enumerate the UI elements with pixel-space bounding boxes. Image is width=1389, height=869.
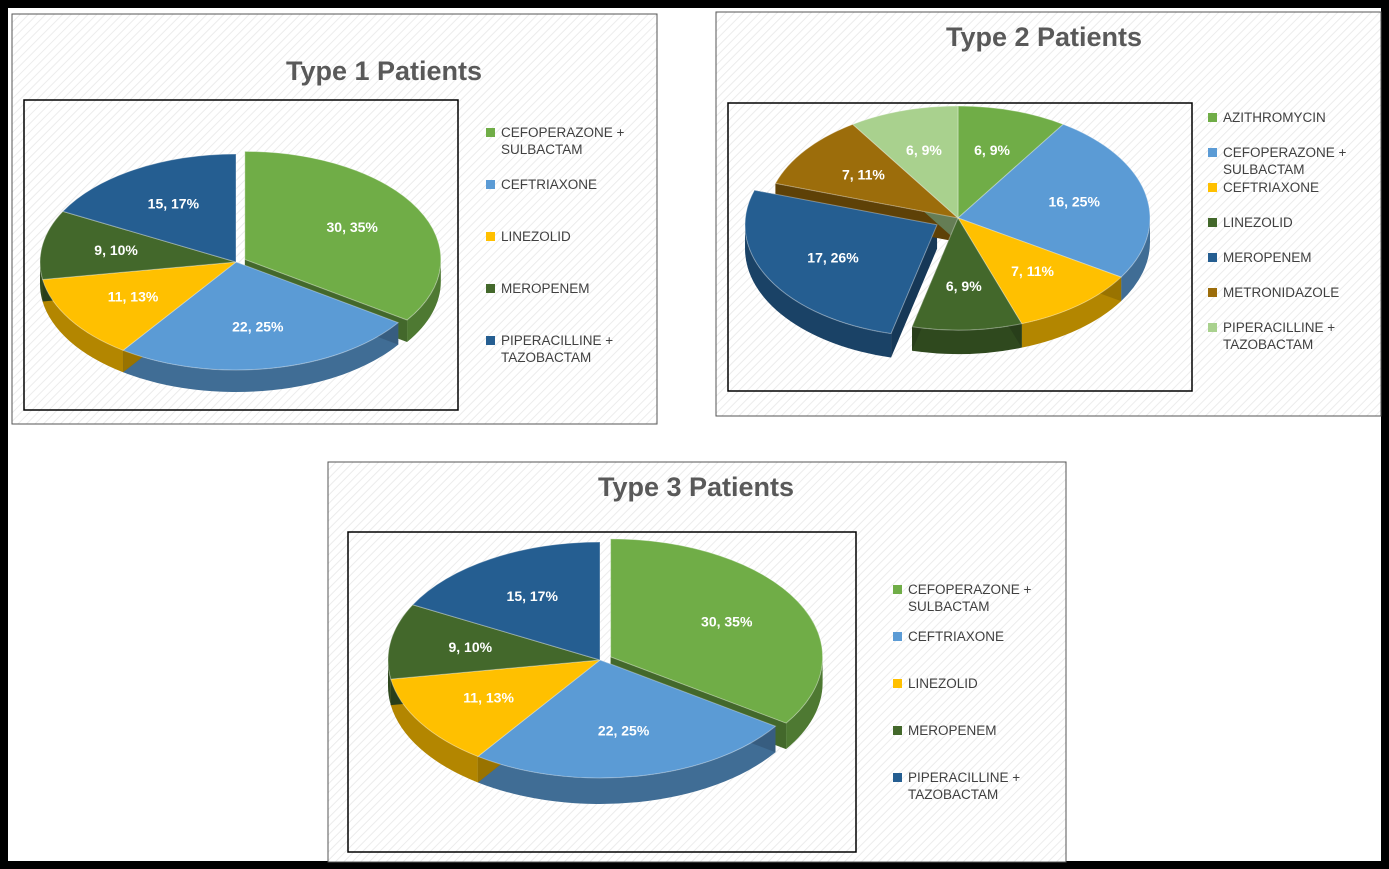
legend-swatch xyxy=(1208,253,1217,262)
data-label: 6, 9% xyxy=(946,278,982,294)
legend-swatch xyxy=(486,180,495,189)
data-label: 22, 25% xyxy=(232,319,284,335)
legend-label: LINEZOLID xyxy=(501,229,571,244)
slice-side xyxy=(42,279,124,373)
slice xyxy=(851,105,959,220)
legend-label: CEFOPERAZONE + SULBACTAM xyxy=(908,582,1032,614)
slice xyxy=(39,210,237,281)
data-label: 11, 13% xyxy=(463,690,514,706)
legend-label: METRONIDAZOLE xyxy=(1223,285,1339,300)
data-label: 30, 35% xyxy=(327,219,379,235)
slice-side xyxy=(745,224,892,358)
legend-label: LINEZOLID xyxy=(1223,215,1293,230)
legend-label: CEFOPERAZONE + SULBACTAM xyxy=(1223,145,1347,177)
slice-side xyxy=(1121,218,1150,302)
legend-label: MEROPENEM xyxy=(908,723,997,738)
slice xyxy=(41,261,238,351)
data-label: 6, 9% xyxy=(906,142,942,158)
data-label: 7, 11% xyxy=(1011,263,1054,279)
legend-label: AZITHROMYCIN xyxy=(1223,110,1326,125)
slice xyxy=(387,604,601,680)
legend-label: CEFOPERAZONE + SULBACTAM xyxy=(501,125,625,157)
legend-swatch xyxy=(893,679,902,688)
slice-side xyxy=(786,656,823,750)
legend-swatch xyxy=(486,128,495,137)
data-label: 17, 26% xyxy=(807,249,859,265)
legend-label: CEFTRIAXONE xyxy=(908,629,1004,644)
legend-label: PIPERACILLINE + TAZOBACTAM xyxy=(908,770,1020,802)
legend-swatch xyxy=(893,773,902,782)
legend-swatch xyxy=(1208,183,1217,192)
slice-side xyxy=(407,259,441,343)
legend-swatch xyxy=(893,726,902,735)
data-label: 15, 17% xyxy=(507,588,559,604)
slice xyxy=(61,153,237,263)
data-label: 6, 9% xyxy=(974,142,1010,158)
legend-label: PIPERACILLINE + TAZOBACTAM xyxy=(501,333,613,365)
legend-label: LINEZOLID xyxy=(908,676,978,691)
slice xyxy=(411,541,601,661)
chart-title: Type 3 Patients xyxy=(598,472,794,502)
slice xyxy=(476,659,777,779)
legend-swatch xyxy=(486,232,495,241)
legend-label: PIPERACILLINE + TAZOBACTAM xyxy=(1223,320,1335,352)
legend-label: MEROPENEM xyxy=(1223,250,1312,265)
slice xyxy=(956,217,1123,325)
chart-title: Type 2 Patients xyxy=(946,22,1142,52)
legend-swatch xyxy=(1208,323,1217,332)
data-label: 9, 10% xyxy=(94,242,138,258)
slice-cut xyxy=(891,224,938,358)
slice-side xyxy=(912,323,1022,355)
legend-swatch xyxy=(893,585,902,594)
slice xyxy=(911,216,1023,331)
slice xyxy=(610,538,824,724)
data-label: 11, 13% xyxy=(108,288,159,304)
slice-side xyxy=(477,726,776,805)
legend-swatch xyxy=(1208,288,1217,297)
data-label: 16, 25% xyxy=(1049,194,1101,210)
slice-side xyxy=(390,679,478,783)
legend-swatch xyxy=(893,632,902,641)
slice-side xyxy=(1021,277,1122,348)
slice xyxy=(774,123,960,219)
legend-swatch xyxy=(1208,218,1217,227)
legend-label: MEROPENEM xyxy=(501,281,590,296)
slice xyxy=(957,123,1151,278)
legend-label: CEFTRIAXONE xyxy=(501,177,597,192)
slice xyxy=(744,189,938,335)
slice xyxy=(122,261,400,371)
slice-side xyxy=(388,660,391,706)
data-label: 15, 17% xyxy=(148,195,200,211)
slice xyxy=(244,150,442,321)
legend-swatch xyxy=(1208,148,1217,157)
data-label: 22, 25% xyxy=(598,723,650,739)
slice xyxy=(957,105,1065,220)
legend-swatch xyxy=(486,284,495,293)
data-label: 7, 11% xyxy=(842,167,885,183)
slice-side xyxy=(40,262,43,302)
slice-side xyxy=(123,322,399,392)
data-label: 9, 10% xyxy=(448,639,492,655)
legend-swatch xyxy=(1208,113,1217,122)
slice xyxy=(390,659,602,758)
legend-label: CEFTRIAXONE xyxy=(1223,180,1319,195)
chart-title: Type 1 Patients xyxy=(286,56,482,86)
data-label: 30, 35% xyxy=(701,613,753,629)
legend-swatch xyxy=(486,336,495,345)
